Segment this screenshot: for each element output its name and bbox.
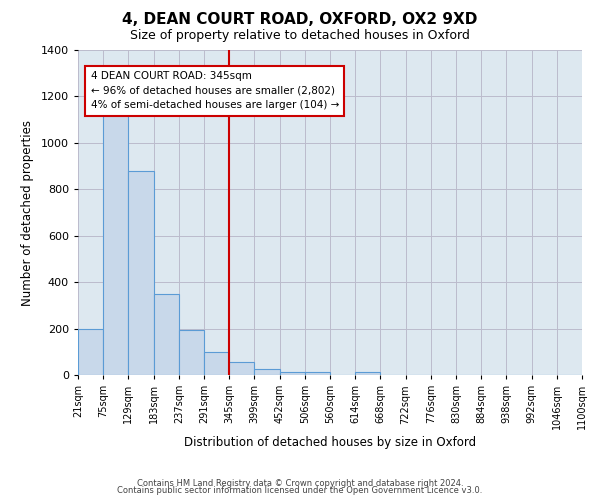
Text: 4, DEAN COURT ROAD, OXFORD, OX2 9XD: 4, DEAN COURT ROAD, OXFORD, OX2 9XD xyxy=(122,12,478,28)
Bar xyxy=(204,352,229,375)
Bar xyxy=(179,330,204,375)
Text: Contains public sector information licensed under the Open Government Licence v3: Contains public sector information licen… xyxy=(118,486,482,495)
Bar xyxy=(103,115,128,375)
Bar xyxy=(355,372,380,375)
Bar xyxy=(154,294,179,375)
Text: 4 DEAN COURT ROAD: 345sqm
← 96% of detached houses are smaller (2,802)
4% of sem: 4 DEAN COURT ROAD: 345sqm ← 96% of detac… xyxy=(91,71,339,110)
Text: Contains HM Land Registry data © Crown copyright and database right 2024.: Contains HM Land Registry data © Crown c… xyxy=(137,478,463,488)
Bar xyxy=(229,362,254,375)
X-axis label: Distribution of detached houses by size in Oxford: Distribution of detached houses by size … xyxy=(184,436,476,449)
Bar xyxy=(78,328,103,375)
Bar xyxy=(254,369,280,375)
Bar xyxy=(128,170,154,375)
Bar xyxy=(305,372,330,375)
Bar xyxy=(280,372,305,375)
Y-axis label: Number of detached properties: Number of detached properties xyxy=(21,120,34,306)
Text: Size of property relative to detached houses in Oxford: Size of property relative to detached ho… xyxy=(130,29,470,42)
